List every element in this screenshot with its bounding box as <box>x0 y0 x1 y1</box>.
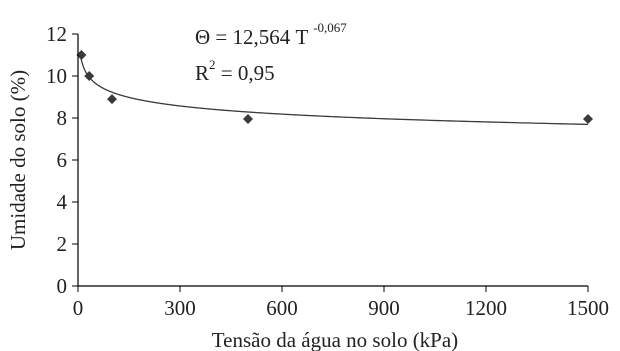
data-point-marker <box>107 94 117 105</box>
r-squared-line: R2 = 0,95 <box>195 57 275 85</box>
equation-exponent: -0,067 <box>313 20 347 35</box>
y-axis-title: Umidade do solo (%) <box>6 70 30 250</box>
y-tick-label: 12 <box>46 22 67 46</box>
equation-annotation: Θ = 12,564 T -0,067 R2 = 0,95 <box>195 20 347 85</box>
data-point-marker <box>84 71 95 81</box>
trend-line <box>80 56 589 126</box>
x-tick-label: 900 <box>368 296 400 320</box>
r-squared-value: = 0,95 <box>216 61 275 85</box>
theta-symbol: Θ <box>195 25 210 49</box>
x-tick-label: 0 <box>73 296 84 320</box>
x-tick-label: 1500 <box>567 296 609 320</box>
plot-area <box>76 50 593 126</box>
equation-line: Θ = 12,564 T -0,067 <box>195 20 347 49</box>
y-tick-label: 6 <box>57 148 68 172</box>
data-point-marker <box>76 50 87 60</box>
y-tick-label: 10 <box>46 64 67 88</box>
data-markers <box>76 50 593 125</box>
equation-body: = 12,564 T <box>210 25 313 49</box>
x-axis-title: Tensão da água no solo (kPa) <box>212 328 458 351</box>
data-point-marker <box>243 114 253 125</box>
x-tick-label: 600 <box>266 296 298 320</box>
y-tick-label: 2 <box>57 232 68 256</box>
x-tick-label: 300 <box>164 296 196 320</box>
data-point-marker <box>583 114 593 125</box>
x-axis-ticks: 0 300 600 900 1200 1500 <box>73 286 609 320</box>
y-tick-label: 4 <box>57 190 68 214</box>
x-tick-label: 1200 <box>465 296 507 320</box>
r-squared-sup: 2 <box>209 57 216 72</box>
r-squared-base: R <box>195 61 209 85</box>
y-tick-label: 0 <box>57 274 68 298</box>
y-axis-ticks: 0 2 4 6 8 10 12 <box>46 22 78 298</box>
y-tick-label: 8 <box>57 106 68 130</box>
